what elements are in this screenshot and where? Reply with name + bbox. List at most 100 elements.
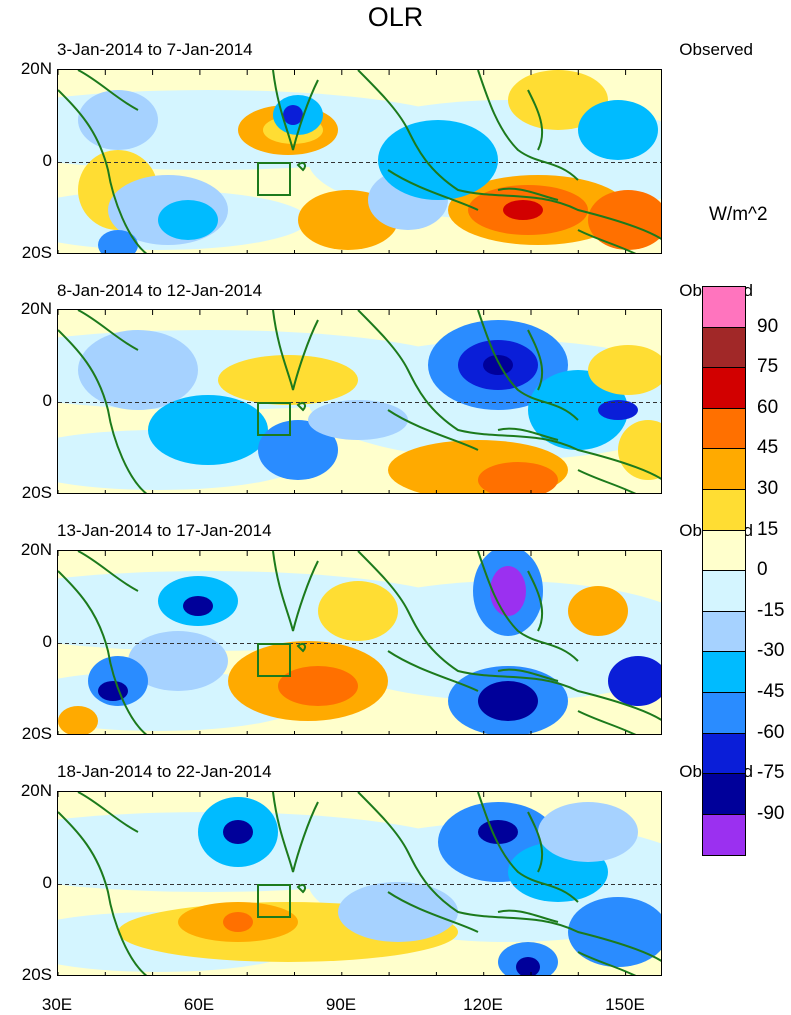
olr-contour-region bbox=[503, 200, 543, 220]
olr-contour-region bbox=[588, 345, 661, 395]
colorbar-tick-label: 90 bbox=[757, 315, 779, 337]
panel-3-date-range: 13-Jan-2014 to 17-Jan-2014 bbox=[57, 521, 272, 540]
colorbar-swatch bbox=[703, 327, 745, 369]
olr-contour-region bbox=[516, 957, 540, 975]
olr-contour-region bbox=[608, 656, 661, 706]
target-box bbox=[257, 402, 291, 436]
olr-contour-region bbox=[483, 355, 513, 375]
panel-1-map bbox=[57, 69, 662, 254]
lon-label-150e: 150E bbox=[605, 995, 645, 1014]
olr-contour-region bbox=[98, 681, 128, 701]
olr-contour-region bbox=[538, 802, 638, 862]
olr-contour-region bbox=[578, 100, 658, 160]
panel-3-lat-label: 20S bbox=[21, 724, 52, 743]
coastline bbox=[58, 792, 661, 975]
panel-4-map bbox=[57, 791, 662, 976]
panel-2-date-range: 8-Jan-2014 to 12-Jan-2014 bbox=[57, 281, 263, 300]
colorbar-tick-label: -30 bbox=[757, 640, 785, 662]
colorbar-tick-label: -15 bbox=[757, 599, 785, 621]
olr-contour-region bbox=[508, 70, 608, 130]
colorbar-unit: W/m^2 bbox=[709, 204, 768, 225]
colorbar-swatch bbox=[703, 449, 745, 490]
panel-1-date-range: 3-Jan-2014 to 7-Jan-2014 bbox=[57, 40, 253, 59]
colorbar-swatch bbox=[703, 733, 745, 775]
colorbar-tick-label: -75 bbox=[757, 762, 785, 784]
lon-label-60e: 60E bbox=[183, 995, 215, 1014]
panel-4-lat-label: 20N bbox=[20, 781, 52, 800]
colorbar-swatch bbox=[703, 611, 745, 653]
olr-contour-region bbox=[308, 400, 408, 440]
olr-contour-region bbox=[128, 631, 228, 691]
panel-3-map bbox=[57, 550, 662, 735]
colorbar-swatch bbox=[703, 408, 745, 450]
olr-contour-region bbox=[78, 90, 158, 150]
colorbar-tick-label: 60 bbox=[757, 396, 779, 418]
colorbar-swatch bbox=[703, 368, 745, 409]
colorbar-tick-label: -90 bbox=[757, 802, 785, 824]
olr-contour-region bbox=[98, 230, 138, 253]
panel-2-lat-label: 20S bbox=[21, 483, 52, 502]
target-box bbox=[257, 884, 291, 918]
colorbar-tick-label: 75 bbox=[757, 356, 779, 378]
panel-3-lat-label: 0 bbox=[42, 632, 52, 651]
olr-contour-region bbox=[278, 666, 358, 706]
olr-contour-region bbox=[58, 706, 98, 734]
olr-contour-region bbox=[478, 820, 518, 844]
olr-contour-region bbox=[223, 912, 253, 932]
panel-2-field bbox=[58, 310, 661, 493]
target-box bbox=[257, 643, 291, 677]
panel-4-date-range: 18-Jan-2014 to 22-Jan-2014 bbox=[57, 762, 272, 781]
lon-label-30e: 30E bbox=[41, 995, 73, 1014]
colorbar-swatch bbox=[703, 774, 745, 815]
olr-contour-region bbox=[148, 395, 268, 465]
colorbar-tick-label: 0 bbox=[757, 559, 768, 581]
olr-contour-region bbox=[378, 120, 498, 200]
olr-contour-region bbox=[598, 400, 638, 420]
panel-2-lat-label: 0 bbox=[42, 391, 52, 410]
colorbar-swatch bbox=[703, 530, 745, 572]
panel-1-lat-label: 20N bbox=[20, 59, 52, 78]
panel-2-lat-label: 20N bbox=[20, 299, 52, 318]
colorbar-swatch bbox=[703, 571, 745, 612]
coastline bbox=[58, 551, 661, 734]
olr-contour-region bbox=[478, 462, 558, 493]
panel-4-lat-label: 20S bbox=[21, 965, 52, 984]
colorbar-swatch bbox=[703, 489, 745, 531]
lon-label-120e: 120E bbox=[463, 995, 503, 1014]
panel-1-label: Observed bbox=[679, 40, 753, 59]
panel-4-field bbox=[58, 792, 661, 975]
coastline bbox=[58, 70, 661, 253]
panel-1-lat-label: 20S bbox=[21, 243, 52, 262]
panel-2-map bbox=[57, 309, 662, 494]
colorbar-swatch bbox=[703, 814, 745, 856]
lon-label-90e: 90E bbox=[325, 995, 357, 1014]
colorbar-swatch bbox=[703, 652, 745, 693]
olr-contour-region bbox=[283, 105, 303, 125]
olr-contour-region bbox=[318, 581, 398, 641]
colorbar-tick-label: -45 bbox=[757, 681, 785, 702]
colorbar-swatch bbox=[703, 692, 745, 734]
colorbar bbox=[702, 286, 746, 857]
target-box bbox=[257, 162, 291, 196]
olr-contour-region bbox=[568, 586, 628, 636]
panel-3-lat-label: 20N bbox=[20, 540, 52, 559]
olr-contour-region bbox=[478, 681, 538, 721]
olr-contour-region bbox=[183, 596, 213, 616]
colorbar-tick-label: -60 bbox=[757, 721, 785, 743]
olr-contour-region bbox=[158, 200, 218, 240]
olr-contour-region bbox=[528, 370, 628, 450]
coastline bbox=[58, 310, 661, 493]
figure-title: OLR bbox=[367, 2, 424, 32]
panel-1-lat-label: 0 bbox=[42, 151, 52, 170]
panel-3-field bbox=[58, 551, 661, 734]
olr-contour-region bbox=[490, 566, 526, 616]
colorbar-tick-label: 45 bbox=[757, 437, 779, 459]
olr-contour-region bbox=[78, 330, 198, 410]
olr-contour-region bbox=[223, 820, 253, 844]
panel-1-field bbox=[58, 70, 661, 253]
olr-contour-region bbox=[588, 190, 661, 250]
colorbar-tick-label: 30 bbox=[757, 478, 779, 499]
olr-contour-region bbox=[338, 882, 458, 942]
colorbar-swatch bbox=[703, 287, 745, 328]
panel-4-lat-label: 0 bbox=[42, 873, 52, 892]
